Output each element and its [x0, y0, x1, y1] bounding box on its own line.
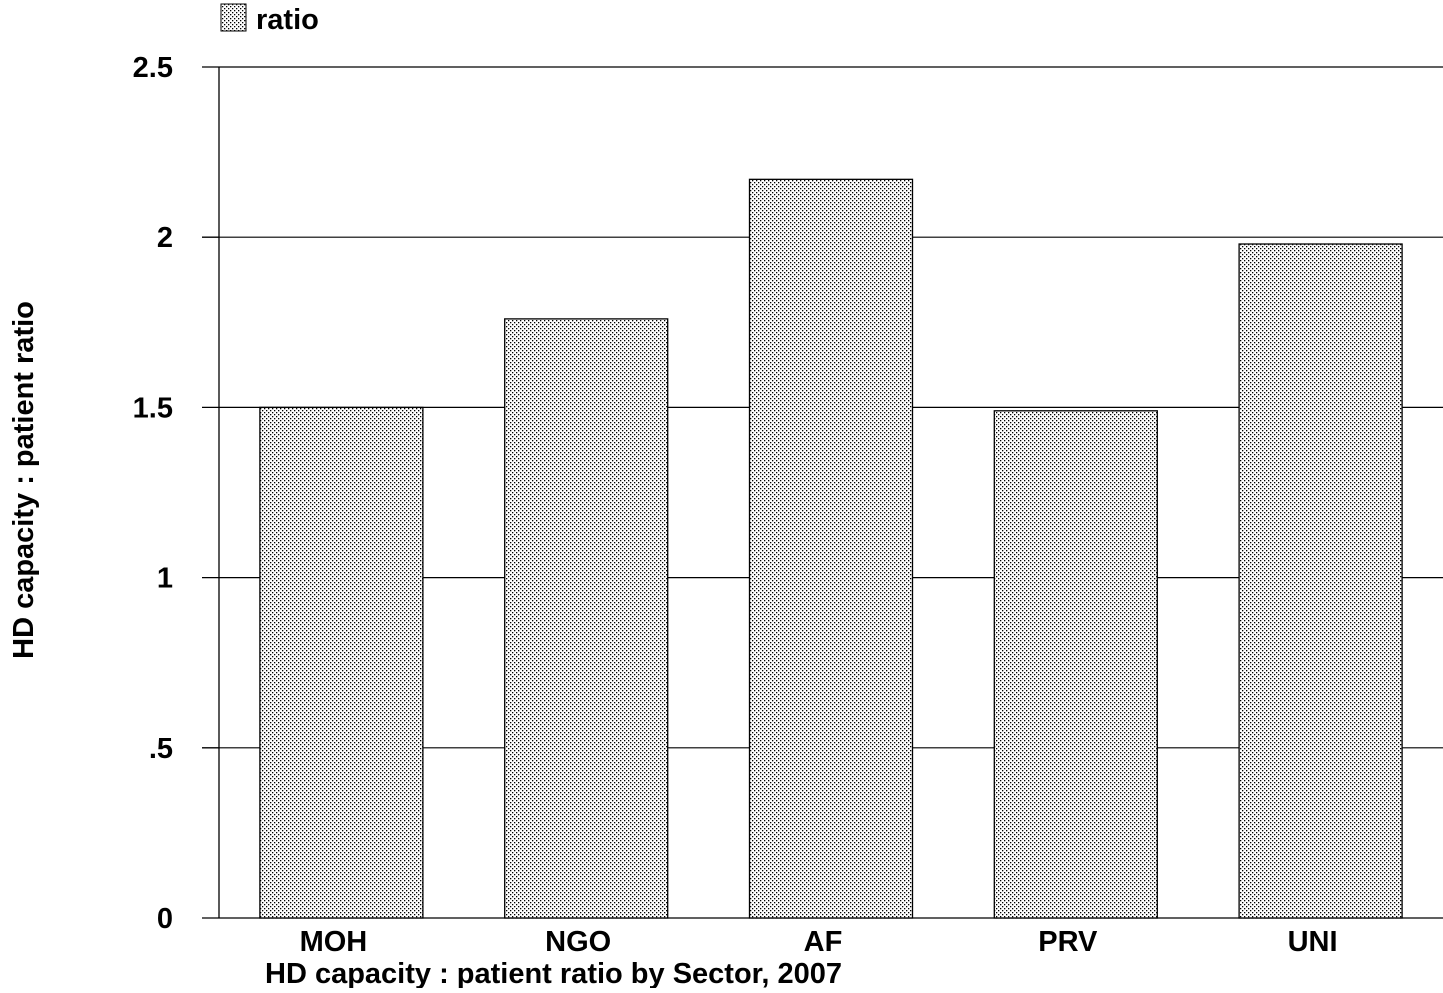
bar-prv [993, 410, 1158, 919]
y-axis [202, 66, 220, 919]
legend: ratio [220, 3, 319, 36]
y-tick-label: 2.5 [133, 52, 173, 84]
legend-swatch-ratio [220, 3, 247, 32]
x-category-label: AF [804, 926, 843, 958]
x-category-label: MOH [300, 926, 368, 958]
y-tick-labels: 0 .5 1 1.5 2 2.5 [133, 52, 173, 935]
y-tick-label: 1 [157, 563, 173, 595]
y-tick-label: 1.5 [133, 392, 173, 424]
y-tick-label: 0 [157, 903, 173, 935]
y-tick-label: .5 [149, 733, 173, 765]
bar-af [748, 178, 914, 919]
bar-ngo [504, 318, 669, 919]
legend-label-ratio: ratio [256, 4, 319, 36]
y-axis-title: HD capacity : patient ratio [8, 301, 40, 659]
bars [259, 178, 1403, 919]
x-category-labels: MOH NGO AF PRV UNI [300, 926, 1338, 958]
x-axis-title: HD capacity : patient ratio by Sector, 2… [265, 958, 842, 988]
x-category-label: NGO [545, 926, 611, 958]
bar-uni [1238, 243, 1403, 919]
x-category-label: PRV [1038, 926, 1098, 958]
y-tick-label: 2 [157, 222, 173, 254]
x-category-label: UNI [1288, 926, 1338, 958]
bar-moh [259, 406, 424, 919]
